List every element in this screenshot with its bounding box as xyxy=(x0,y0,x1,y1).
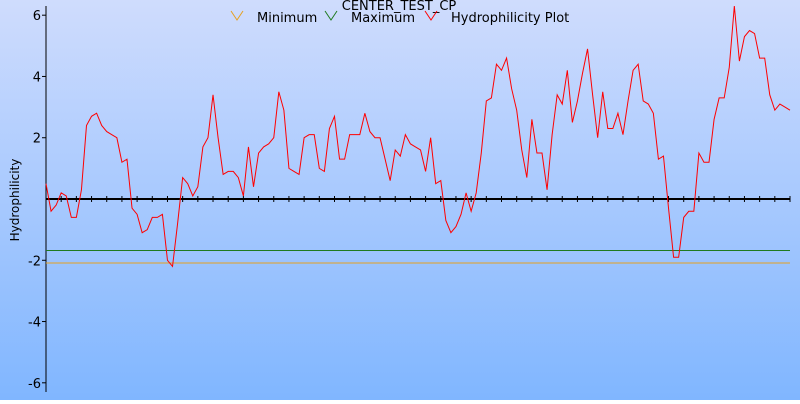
chart-title: CENTER_TEST_CP xyxy=(342,0,457,14)
zero-line xyxy=(45,196,791,202)
legend-item-maximum: Maximum xyxy=(324,10,415,26)
y-tick-label: 6 xyxy=(33,9,41,24)
y-tick-label: -2 xyxy=(28,254,41,269)
legend-item-hydrophilicity: Hydrophilicity Plot xyxy=(424,10,569,26)
legend-label-maximum: Maximum xyxy=(351,11,415,26)
y-tick-label: 2 xyxy=(33,132,41,147)
legend-symbol-hydrophilicity xyxy=(424,10,438,21)
legend-label-hydrophilicity: Hydrophilicity Plot xyxy=(451,11,569,26)
legend-item-minimum: Minimum xyxy=(230,10,317,26)
y-tick-label: -4 xyxy=(28,316,41,331)
legend-label-minimum: Minimum xyxy=(257,11,317,26)
hydrophilicity-line xyxy=(45,5,791,268)
y-tick-label: 4 xyxy=(33,70,41,85)
hydrophilicity-series xyxy=(45,5,791,268)
legend-symbol-maximum xyxy=(324,10,338,21)
legend: Minimum Maximum Hydrophilicity Plot xyxy=(230,10,569,26)
legend-symbol-minimum xyxy=(230,10,244,21)
y-tick-label: -6 xyxy=(28,377,41,392)
y-axis-label: Hydrophilicity xyxy=(8,159,22,242)
